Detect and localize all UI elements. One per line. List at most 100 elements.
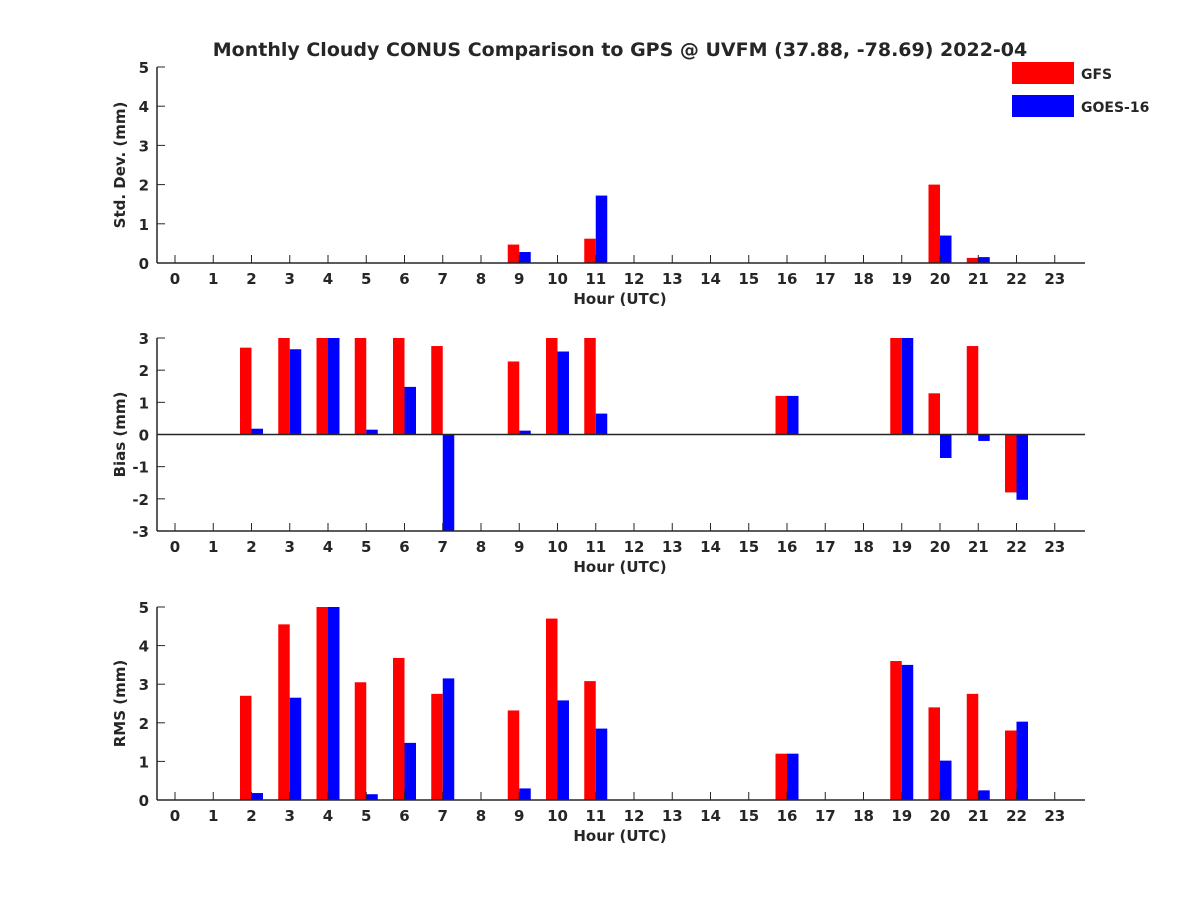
- legend-swatch-gfs: [1012, 62, 1074, 84]
- y-tick-label: -2: [132, 491, 149, 509]
- bar-gfs-hour-11: [584, 238, 596, 263]
- x-tick-label: 1: [208, 807, 218, 825]
- bar-gfs-hour-3: [278, 338, 290, 435]
- y-tick-label: 2: [139, 177, 149, 195]
- x-tick-label: 19: [891, 538, 912, 556]
- bar-goes16-hour-4: [328, 338, 340, 435]
- bar-goes16-hour-19: [901, 338, 914, 435]
- bar-goes16-hour-16: [787, 395, 799, 435]
- x-tick-label: 3: [285, 538, 295, 556]
- bar-goes16-hour-6: [404, 386, 416, 435]
- bar-gfs-hour-6: [393, 338, 405, 435]
- x-tick-label: 4: [323, 538, 333, 556]
- chart-title: Monthly Cloudy CONUS Comparison to GPS @…: [213, 39, 1028, 61]
- x-tick-label: 16: [777, 538, 798, 556]
- bar-goes16-hour-20: [940, 235, 952, 263]
- y-axis-label: Std. Dev. (mm): [111, 102, 129, 229]
- x-tick-label: 19: [891, 270, 912, 288]
- y-axis-label: RMS (mm): [111, 660, 129, 747]
- x-tick-label: 17: [815, 807, 836, 825]
- y-tick-label: 0: [139, 255, 149, 273]
- bar-goes16-hour-3: [289, 349, 302, 435]
- legend-label-goes16: GOES-16: [1081, 100, 1149, 116]
- bar-gfs-hour-5: [354, 338, 367, 435]
- x-tick-label: 1: [208, 270, 218, 288]
- bar-gfs-hour-7: [431, 346, 443, 435]
- x-tick-label: 8: [476, 270, 486, 288]
- y-tick-label: 2: [139, 362, 149, 380]
- x-tick-label: 20: [930, 538, 951, 556]
- x-tick-label: 8: [476, 538, 486, 556]
- x-tick-label: 16: [777, 270, 798, 288]
- bar-gfs-hour-10: [546, 338, 558, 435]
- x-tick-label: 14: [700, 807, 721, 825]
- bar-gfs-hour-2: [240, 695, 252, 800]
- legend-swatch-goes16: [1012, 95, 1074, 117]
- y-tick-label: 3: [139, 330, 149, 348]
- x-axis-label: Hour (UTC): [573, 558, 666, 576]
- bar-goes16-hour-20: [940, 434, 952, 458]
- x-axis-label: Hour (UTC): [573, 827, 666, 845]
- x-tick-label: 22: [1006, 807, 1027, 825]
- x-tick-label: 6: [399, 270, 409, 288]
- x-tick-label: 22: [1006, 538, 1027, 556]
- bar-gfs-hour-9: [507, 361, 520, 435]
- bar-gfs-hour-22: [1005, 434, 1017, 493]
- bar-goes16-hour-6: [404, 742, 416, 800]
- bar-goes16-hour-7: [442, 678, 455, 800]
- x-tick-label: 17: [815, 538, 836, 556]
- x-tick-label: 19: [891, 807, 912, 825]
- bar-gfs-hour-4: [316, 338, 328, 435]
- bar-goes16-hour-2: [251, 428, 263, 435]
- bar-gfs-hour-10: [546, 618, 558, 800]
- x-tick-label: 12: [624, 807, 645, 825]
- x-tick-label: 9: [514, 538, 524, 556]
- bar-goes16-hour-11: [595, 728, 608, 800]
- x-tick-label: 15: [738, 270, 759, 288]
- x-tick-label: 14: [700, 270, 721, 288]
- bar-goes16-hour-7: [442, 434, 455, 531]
- bar-gfs-hour-3: [278, 624, 290, 800]
- x-tick-label: 13: [662, 270, 683, 288]
- x-tick-label: 8: [476, 807, 486, 825]
- y-tick-label: 4: [139, 638, 149, 656]
- x-tick-label: 13: [662, 538, 683, 556]
- bar-goes16-hour-22: [1016, 721, 1028, 800]
- bar-gfs-hour-9: [507, 244, 520, 263]
- bar-gfs-hour-2: [240, 347, 252, 435]
- bar-goes16-hour-9: [519, 252, 531, 263]
- y-tick-label: 3: [139, 676, 149, 694]
- bar-goes16-hour-4: [328, 607, 340, 800]
- x-tick-label: 23: [1044, 538, 1065, 556]
- x-tick-label: 18: [853, 270, 874, 288]
- x-tick-label: 15: [738, 807, 759, 825]
- x-tick-label: 12: [624, 538, 645, 556]
- x-tick-label: 18: [853, 538, 874, 556]
- x-tick-label: 14: [700, 538, 721, 556]
- legend: GFS GOES-16: [1012, 62, 1149, 117]
- y-tick-label: 0: [139, 792, 149, 810]
- bar-gfs-hour-21: [966, 346, 979, 435]
- x-tick-label: 5: [361, 807, 371, 825]
- bar-gfs-hour-20: [928, 707, 940, 800]
- bar-gfs-hour-11: [584, 338, 596, 435]
- x-tick-label: 23: [1044, 270, 1065, 288]
- bar-goes16-hour-5: [366, 794, 378, 800]
- x-tick-label: 6: [399, 807, 409, 825]
- x-tick-label: 7: [438, 538, 448, 556]
- x-tick-label: 2: [246, 538, 256, 556]
- y-tick-label: 2: [139, 715, 149, 733]
- y-tick-label: -1: [132, 459, 149, 477]
- y-tick-label: 1: [139, 394, 149, 412]
- bar-gfs-hour-11: [584, 681, 596, 800]
- x-tick-label: 17: [815, 270, 836, 288]
- bar-gfs-hour-21: [966, 257, 979, 263]
- bar-gfs-hour-22: [1005, 730, 1017, 800]
- bar-goes16-hour-21: [978, 257, 990, 263]
- y-tick-label: 0: [139, 427, 149, 445]
- x-tick-label: 23: [1044, 807, 1065, 825]
- x-tick-label: 1: [208, 538, 218, 556]
- bar-goes16-hour-16: [787, 753, 799, 800]
